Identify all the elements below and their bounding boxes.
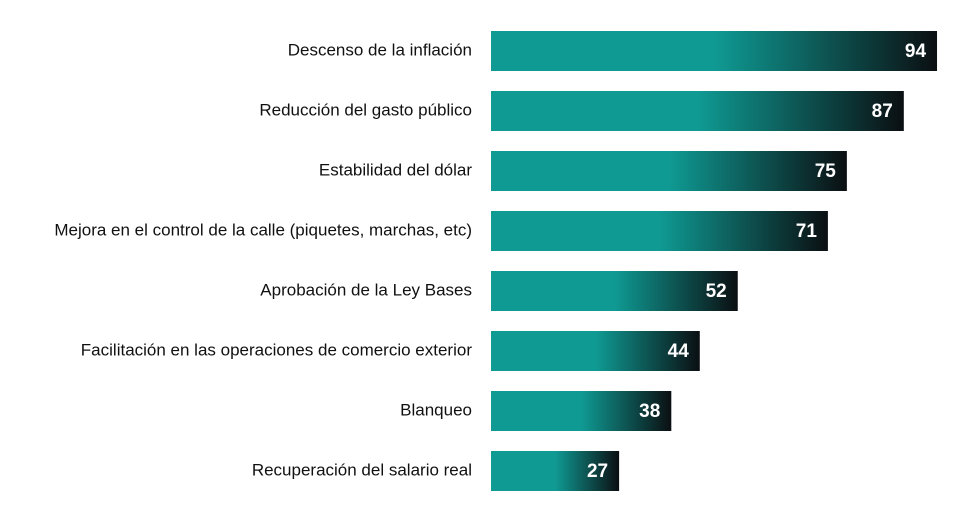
value-label: 94 <box>905 41 927 62</box>
category-label: Facilitación en las operaciones de comer… <box>81 340 473 359</box>
value-label: 52 <box>706 281 727 302</box>
category-label: Blanqueo <box>400 400 472 419</box>
value-label: 44 <box>668 341 690 362</box>
category-label: Recuperación del salario real <box>252 460 472 479</box>
category-label: Estabilidad del dólar <box>319 160 472 179</box>
value-label: 71 <box>796 221 818 242</box>
value-label: 27 <box>587 461 608 482</box>
category-label: Descenso de la inflación <box>288 40 472 59</box>
value-label: 87 <box>872 101 893 122</box>
bar <box>491 211 828 251</box>
bar <box>491 391 672 431</box>
category-label: Mejora en el control de la calle (piquet… <box>54 220 472 239</box>
category-label: Reducción del gasto público <box>259 100 472 119</box>
bar <box>491 271 738 311</box>
bar <box>491 451 620 491</box>
bar <box>491 31 938 71</box>
bar <box>491 151 847 191</box>
bar <box>491 331 700 371</box>
bar <box>491 91 904 131</box>
category-label: Aprobación de la Ley Bases <box>260 280 472 299</box>
value-label: 38 <box>639 401 660 422</box>
value-label: 75 <box>815 161 837 182</box>
